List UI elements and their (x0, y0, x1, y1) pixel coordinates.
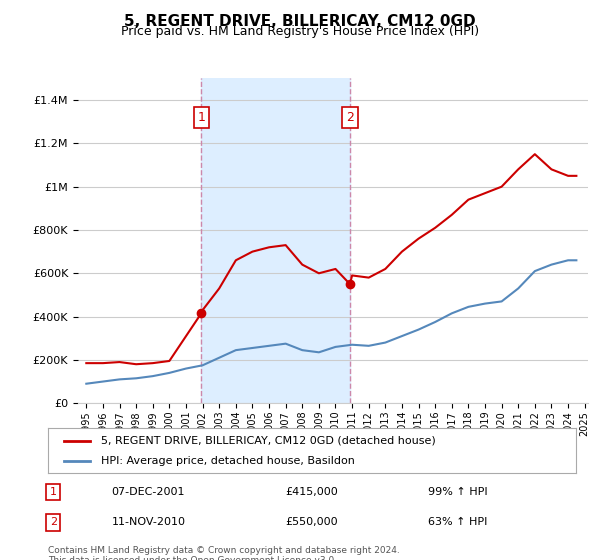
Text: 63% ↑ HPI: 63% ↑ HPI (428, 517, 488, 528)
Text: £415,000: £415,000 (286, 487, 338, 497)
Text: Contains HM Land Registry data © Crown copyright and database right 2024.
This d: Contains HM Land Registry data © Crown c… (48, 546, 400, 560)
Text: 1: 1 (50, 487, 57, 497)
Text: 2: 2 (50, 517, 57, 528)
Text: 5, REGENT DRIVE, BILLERICAY, CM12 0GD: 5, REGENT DRIVE, BILLERICAY, CM12 0GD (124, 14, 476, 29)
Text: 99% ↑ HPI: 99% ↑ HPI (428, 487, 488, 497)
Text: 11-NOV-2010: 11-NOV-2010 (112, 517, 185, 528)
Bar (201, 78, 350, 403)
Text: 1: 1 (197, 111, 205, 124)
Text: Price paid vs. HM Land Registry's House Price Index (HPI): Price paid vs. HM Land Registry's House … (121, 25, 479, 38)
Text: £550,000: £550,000 (286, 517, 338, 528)
Text: 5, REGENT DRIVE, BILLERICAY, CM12 0GD (detached house): 5, REGENT DRIVE, BILLERICAY, CM12 0GD (d… (101, 436, 436, 446)
Text: 07-DEC-2001: 07-DEC-2001 (112, 487, 185, 497)
Text: HPI: Average price, detached house, Basildon: HPI: Average price, detached house, Basi… (101, 456, 355, 466)
Text: 2: 2 (346, 111, 354, 124)
